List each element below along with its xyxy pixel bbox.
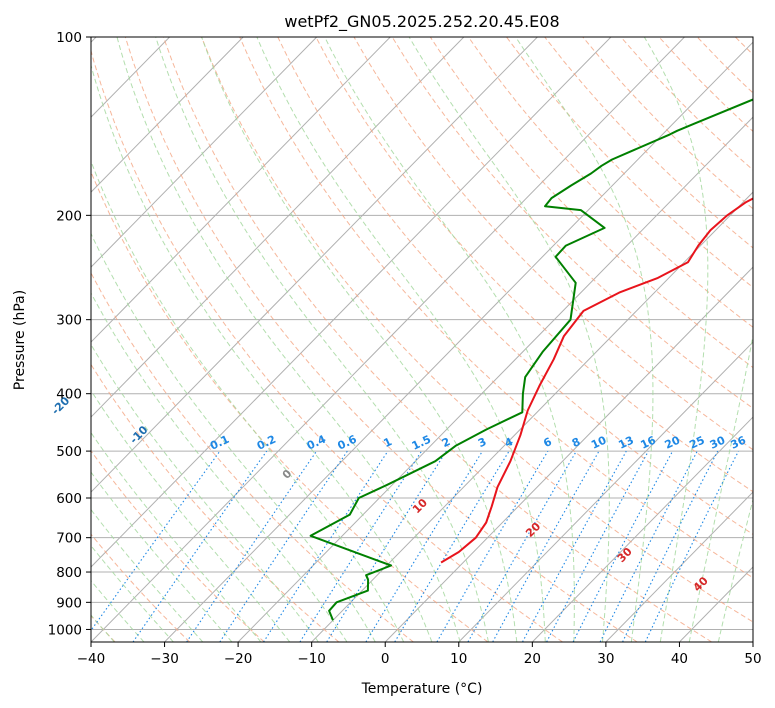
isotherm-line <box>91 37 685 642</box>
x-tick-label: 10 <box>450 651 467 667</box>
mixing-ratio-label: 25 <box>687 434 706 452</box>
moist-adiabat-line <box>91 343 319 642</box>
mixing-ratio-line <box>467 450 577 642</box>
y-axis: 1000 900 800 700 600 500 400 300 200 100 <box>48 30 91 638</box>
mixing-ratio-line <box>622 450 719 642</box>
y-tick-label: 100 <box>56 30 82 46</box>
moist-adiabat-line <box>91 63 433 642</box>
isotherm-line <box>91 37 244 193</box>
mixing-ratio-line <box>492 450 600 642</box>
chart-title: wetPf2_GN05.2025.252.20.45.E08 <box>284 12 559 32</box>
mixing-ratio-line <box>263 450 389 642</box>
dewpoint-trace <box>309 98 753 621</box>
x-axis-label: Temperature (°C) <box>361 681 483 697</box>
mixing-ratio-line <box>186 450 318 642</box>
moist-adiabat-line <box>91 544 174 642</box>
moist-adiabat-line <box>324 37 575 642</box>
isotherm-line <box>311 191 753 642</box>
moist-adiabat-line <box>91 431 262 642</box>
dry-adiabat-line <box>315 37 753 493</box>
y-tick-label: 1000 <box>48 622 82 638</box>
mixing-ratio-label: 20 <box>663 433 683 451</box>
mixing-ratio-label: 16 <box>639 433 659 451</box>
temperature-trace <box>440 197 753 564</box>
y-tick-label: 600 <box>56 491 82 507</box>
x-tick-label: −10 <box>297 651 326 667</box>
mixing-ratio-line <box>546 450 649 642</box>
moist-adiabat-line <box>116 37 461 642</box>
mixing-ratio-label: 13 <box>616 434 635 452</box>
mixing-ratio-label: 30 <box>708 433 728 451</box>
plot-frame <box>90 36 754 643</box>
isotherm-line <box>91 37 318 268</box>
mixing-ratio-line <box>299 450 423 642</box>
moist-adiabat-line <box>643 37 709 642</box>
isotherm-line <box>384 266 753 642</box>
isotherm-line <box>531 416 753 642</box>
mixing-ratio-label: 36 <box>729 433 749 451</box>
moist-adiabat-line <box>91 159 405 642</box>
moist-adiabat-line <box>91 232 376 642</box>
mixing-ratio-line <box>522 450 627 642</box>
moist-adiabat-line <box>717 497 753 642</box>
moist-adiabat-line <box>155 37 489 642</box>
dry-adiabat-line <box>162 37 712 642</box>
moist-adiabat-line <box>515 37 654 642</box>
y-tick-label: 900 <box>56 595 82 611</box>
moist-adiabat-line <box>256 37 546 642</box>
mixing-ratio-line <box>132 450 268 642</box>
x-tick-label: 40 <box>671 651 688 667</box>
dry-adiabat-line <box>91 49 563 642</box>
mixing-ratio-line <box>365 450 483 642</box>
isotherm-line <box>91 37 465 418</box>
moist-adiabat-line <box>201 37 518 642</box>
x-tick-label: 30 <box>597 651 614 667</box>
dry-adiabat-line <box>91 533 190 642</box>
isotherm-line <box>164 41 753 642</box>
mixing-ratio-label: 10 <box>589 433 609 451</box>
x-tick-label: −40 <box>77 651 106 667</box>
y-axis-label: Pressure (hPa) <box>12 290 28 390</box>
dry-adiabat-line <box>91 271 414 642</box>
x-tick-label: −20 <box>224 651 253 667</box>
isotherm-line <box>91 37 538 493</box>
mixing-ratio-line <box>91 450 221 632</box>
moist-adiabat-line <box>91 508 204 642</box>
dry-adiabat-line <box>467 37 753 328</box>
moist-adiabat-line <box>91 389 291 642</box>
y-tick-label: 500 <box>56 444 82 460</box>
isotherm-line <box>237 116 753 642</box>
dry-adiabat-line <box>201 37 753 623</box>
mixing-ratio-line <box>219 450 348 642</box>
isotherm-line <box>458 341 753 642</box>
grid-layer <box>91 37 753 642</box>
x-tick-label: 0 <box>381 651 390 667</box>
moist-adiabat-line <box>408 37 610 642</box>
y-tick-label: 200 <box>56 208 82 224</box>
moist-adiabat-line <box>91 292 348 642</box>
dry-adiabat-line <box>391 37 753 409</box>
y-tick-label: 700 <box>56 531 82 547</box>
y-tick-label: 300 <box>56 313 82 329</box>
mixing-ratio-line <box>599 450 698 642</box>
x-tick-label: −30 <box>150 651 179 667</box>
series-layer <box>309 98 753 621</box>
y-tick-label: 400 <box>56 387 82 403</box>
moist-adiabat-line <box>91 471 233 642</box>
isotherm-line <box>752 641 753 642</box>
x-tick-label: 20 <box>524 651 541 667</box>
x-axis: −40 −30 −20 −10 0 10 20 30 40 50 <box>77 642 762 667</box>
plot-area-background <box>91 37 753 642</box>
isotherm-line <box>605 491 753 642</box>
dry-adiabat-line <box>124 37 638 642</box>
dry-adiabat-line <box>277 37 753 535</box>
y-tick-label: 800 <box>56 565 82 581</box>
dry-adiabat-line <box>429 37 753 369</box>
dry-adiabat-line <box>353 37 753 451</box>
x-tick-label: 50 <box>744 651 761 667</box>
moist-adiabat-line <box>688 333 753 642</box>
